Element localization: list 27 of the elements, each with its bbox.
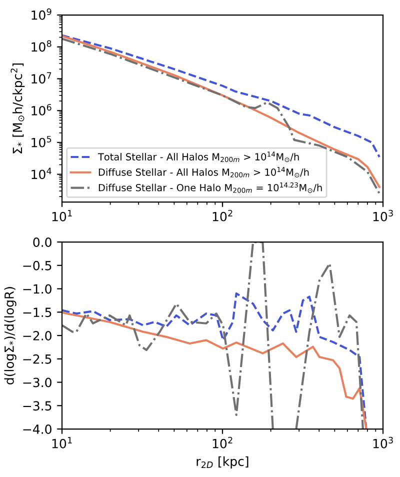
- y-tick-label: 10$^{5}$: [32, 136, 52, 148]
- x-tick-label: 10$^{2}$: [212, 436, 232, 448]
- y-tick-label: 10$^{8}$: [32, 40, 52, 52]
- x-tick-label: 10$^{3}$: [373, 436, 393, 448]
- x-tick-label: 10$^{1}$: [52, 436, 72, 448]
- legend-label: Total Stellar - All Halos M$_{200m}$ > 10$^{14}$M$_{⊙}$/h: [98, 152, 299, 162]
- x-tick-label: 10$^{1}$: [52, 210, 72, 222]
- y-tick-label: −1.5: [23, 308, 52, 318]
- y-axis-title: d(logΣ$_{*}$)/d(logR): [4, 287, 16, 384]
- x-tick-label: 10$^{2}$: [212, 210, 232, 222]
- y-tick-label: −3.5: [23, 401, 52, 411]
- legend-label: Diffuse Stellar - All Halos M$_{200m}$ > 10$^{14}$M$_{⊙}$/h: [98, 167, 309, 178]
- y-tick-label: −2.0: [23, 330, 52, 340]
- x-tick-label: 10$^{3}$: [373, 210, 393, 222]
- y-tick-label: 10$^{6}$: [32, 104, 52, 116]
- y-tick-label: −2.5: [23, 354, 52, 364]
- legend-label: Diffuse Stellar - One Halo M$_{200m}$ = 10$^{14.23}$M$_{⊙}$/h: [98, 182, 322, 193]
- y-tick-label: −0.5: [23, 260, 52, 270]
- y-tick-label: 10$^{4}$: [32, 168, 52, 180]
- y-axis-title: Σ$_{*}$ [M$_{⊙}$h/ckpc$^{2}$]: [10, 64, 25, 154]
- y-tick-label: 0.0: [33, 238, 52, 247]
- y-tick-label: 10$^{9}$: [32, 8, 52, 20]
- y-tick-label: 10$^{7}$: [32, 72, 52, 84]
- y-tick-label: −1.0: [23, 284, 52, 294]
- x-axis-title: r$_{2D}$ [kpc]: [196, 456, 248, 468]
- y-tick-label: −4.0: [23, 424, 52, 434]
- y-tick-label: −3.0: [23, 378, 52, 388]
